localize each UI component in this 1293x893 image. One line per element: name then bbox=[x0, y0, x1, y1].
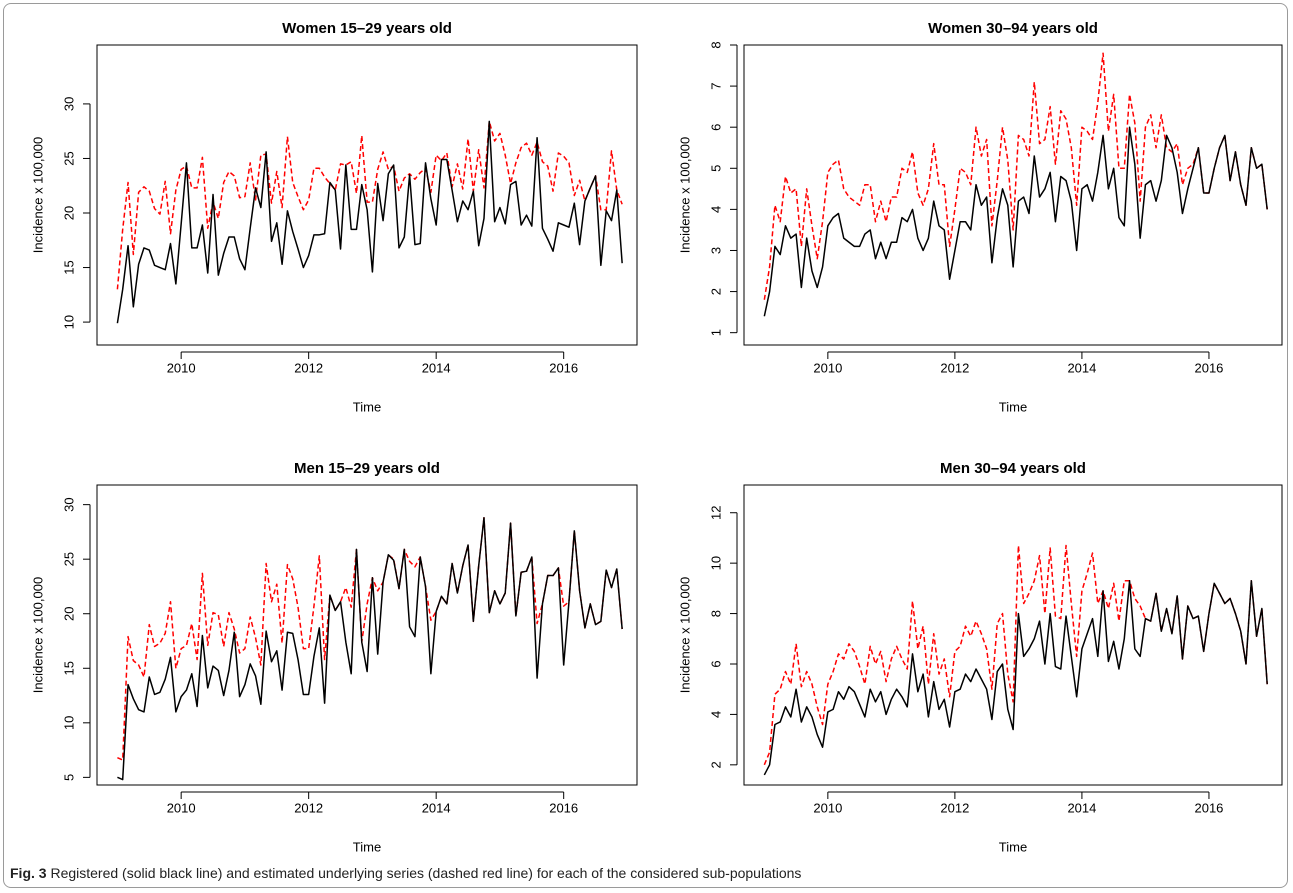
series-line bbox=[116, 120, 623, 290]
series-line bbox=[763, 580, 1268, 776]
x-axis-label: Time bbox=[353, 399, 381, 414]
y-axis-label: Incidence x 100,000 bbox=[677, 577, 692, 693]
plot-box bbox=[96, 44, 638, 346]
series-line bbox=[763, 52, 1268, 300]
x-tick-label: 2012 bbox=[294, 360, 323, 375]
y-tick-label: 15 bbox=[61, 260, 76, 274]
y-axis-label: Incidence x 100,000 bbox=[677, 137, 692, 253]
panel-title: Women 15–29 years old bbox=[282, 20, 452, 37]
y-tick-label: 30 bbox=[61, 97, 76, 111]
series-line bbox=[117, 516, 623, 781]
x-tick-label: 2014 bbox=[422, 800, 451, 815]
x-tick-label: 2016 bbox=[549, 360, 578, 375]
caption: Fig. 3 Registered (solid black line) and… bbox=[10, 865, 801, 881]
x-tick-label: 2014 bbox=[422, 360, 451, 375]
x-tick-label: 2012 bbox=[940, 360, 969, 375]
panel-title: Women 30–94 years old bbox=[928, 20, 1098, 37]
series-line bbox=[117, 516, 623, 761]
x-tick-label: 2016 bbox=[549, 800, 578, 815]
x-tick-label: 2016 bbox=[1194, 800, 1223, 815]
x-axis-label: Time bbox=[353, 839, 381, 854]
y-tick-label: 10 bbox=[61, 315, 76, 329]
y-tick-label: 30 bbox=[61, 497, 76, 511]
y-tick-label: 2 bbox=[708, 288, 723, 295]
panel-title: Men 15–29 years old bbox=[294, 460, 440, 477]
x-tick-label: 2016 bbox=[1194, 360, 1223, 375]
y-tick-label: 3 bbox=[708, 247, 723, 254]
y-tick-label: 8 bbox=[708, 41, 723, 48]
x-tick-label: 2010 bbox=[167, 360, 196, 375]
x-axis-label: Time bbox=[999, 839, 1027, 854]
y-tick-label: 20 bbox=[61, 606, 76, 620]
y-tick-label: 6 bbox=[708, 124, 723, 131]
plot-box bbox=[743, 484, 1283, 786]
y-tick-label: 12 bbox=[708, 505, 723, 519]
y-tick-label: 4 bbox=[708, 711, 723, 718]
y-tick-label: 5 bbox=[708, 165, 723, 172]
y-axis-label: Incidence x 100,000 bbox=[30, 577, 45, 693]
series-line bbox=[763, 544, 1268, 766]
x-tick-label: 2014 bbox=[1067, 800, 1096, 815]
y-tick-label: 20 bbox=[61, 206, 76, 220]
y-tick-label: 25 bbox=[61, 552, 76, 566]
y-tick-label: 2 bbox=[708, 761, 723, 768]
y-axis-label: Incidence x 100,000 bbox=[30, 137, 45, 253]
caption-label: Fig. 3 bbox=[10, 865, 47, 881]
plot-box bbox=[96, 484, 638, 786]
y-tick-label: 10 bbox=[708, 556, 723, 570]
y-tick-label: 6 bbox=[708, 660, 723, 667]
x-tick-label: 2014 bbox=[1067, 360, 1096, 375]
x-axis-label: Time bbox=[999, 399, 1027, 414]
x-tick-label: 2010 bbox=[167, 800, 196, 815]
figure-frame bbox=[3, 3, 1288, 888]
x-tick-label: 2010 bbox=[813, 800, 842, 815]
x-tick-label: 2012 bbox=[294, 800, 323, 815]
y-tick-label: 1 bbox=[708, 329, 723, 336]
series-line bbox=[763, 126, 1268, 317]
y-tick-label: 4 bbox=[708, 206, 723, 213]
y-tick-label: 10 bbox=[61, 716, 76, 730]
y-tick-label: 8 bbox=[708, 610, 723, 617]
y-tick-label: 15 bbox=[61, 661, 76, 675]
y-tick-label: 5 bbox=[61, 774, 76, 781]
x-tick-label: 2010 bbox=[813, 360, 842, 375]
y-tick-label: 7 bbox=[708, 82, 723, 89]
panel-title: Men 30–94 years old bbox=[940, 460, 1086, 477]
plot-box bbox=[743, 44, 1283, 346]
series-line bbox=[116, 120, 623, 324]
y-tick-label: 25 bbox=[61, 151, 76, 165]
x-tick-label: 2012 bbox=[940, 800, 969, 815]
caption-text: Registered (solid black line) and estima… bbox=[50, 865, 802, 881]
